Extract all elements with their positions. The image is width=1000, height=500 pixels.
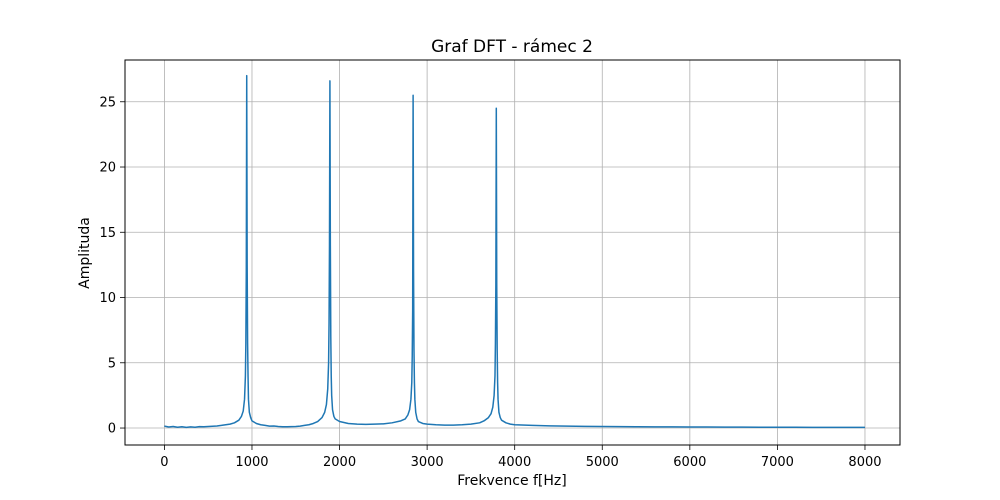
x-tick-label: 6000 — [673, 455, 706, 470]
y-tick-label: 5 — [108, 356, 116, 371]
y-tick-label: 10 — [99, 291, 116, 306]
x-tick-label: 1000 — [235, 455, 268, 470]
x-tick-label: 2000 — [323, 455, 356, 470]
x-tick-label: 7000 — [761, 455, 794, 470]
series-line-group — [164, 74, 865, 429]
x-tick-label: 4000 — [498, 455, 531, 470]
x-tick-label: 5000 — [586, 455, 619, 470]
dft-amplitude-line — [164, 74, 865, 429]
x-tick-label: 0 — [160, 455, 168, 470]
grid — [125, 60, 900, 445]
y-tick-label: 20 — [99, 161, 116, 176]
plot-frame — [124, 59, 901, 446]
y-tick-label: 25 — [99, 95, 116, 110]
x-tick-label: 3000 — [411, 455, 444, 470]
x-tick-label: 8000 — [848, 455, 881, 470]
y-axis-label: Amplituda — [77, 217, 93, 289]
chart-title: Graf DFT - rámec 2 — [431, 37, 593, 57]
y-tick-label: 15 — [99, 226, 116, 241]
x-axis: 0 1000 2000 3000 4000 5000 6000 7000 8000 — [160, 445, 882, 470]
y-axis: 0 5 10 15 20 25 — [99, 95, 125, 437]
y-tick-label: 0 — [108, 422, 116, 437]
x-axis-label: Frekvence f[Hz] — [457, 473, 566, 489]
